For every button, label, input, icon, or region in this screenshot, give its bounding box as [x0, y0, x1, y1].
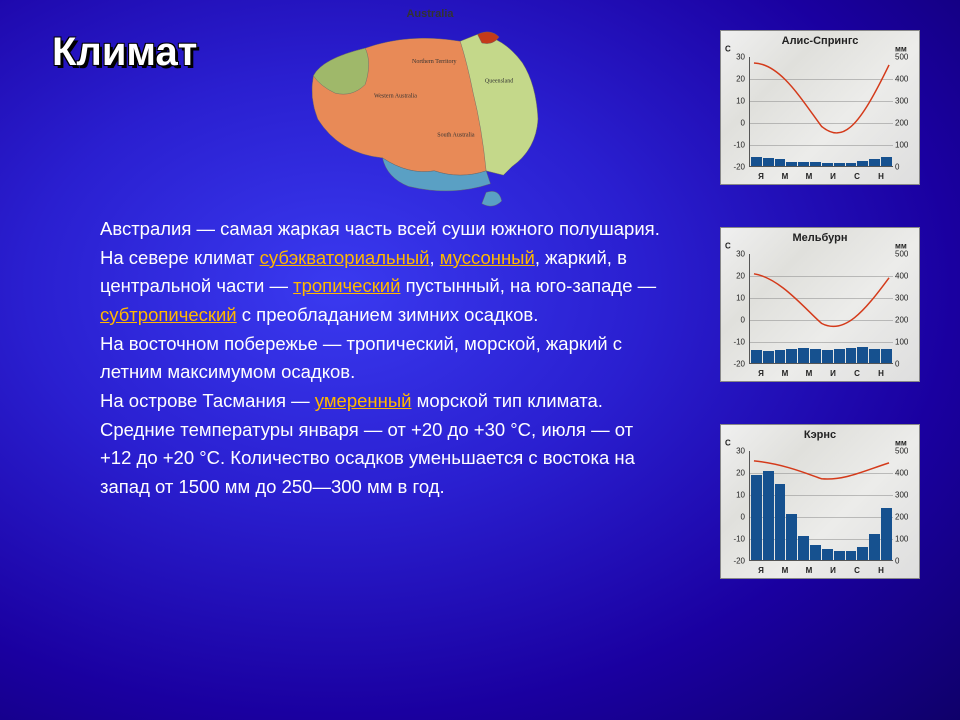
plot-area: [749, 254, 893, 364]
climograph-title: Кэрнс: [721, 429, 919, 441]
text-span: пустынный, на юго-западе —: [400, 275, 656, 296]
text-span: На восточном побережье — тропический, мо…: [100, 333, 622, 383]
svg-text:Western Australia: Western Australia: [374, 93, 417, 99]
climograph: Кэрнс C3020100-10-20 мм5004003002001000ЯММ…: [720, 424, 920, 579]
month-axis: ЯММИСН: [749, 369, 893, 378]
climograph: Мельбурн C3020100-10-20 мм5004003002001000…: [720, 227, 920, 382]
plot-area: [749, 451, 893, 561]
temp-curve: [750, 57, 893, 166]
svg-text:South Australia: South Australia: [437, 132, 475, 138]
climograph: Алис-Спрингс C3020100-10-20 мм500400300200…: [720, 30, 920, 185]
link-monsoon[interactable]: муссонный: [440, 247, 535, 268]
text-span: На острове Тасмания —: [100, 390, 315, 411]
svg-text:Queensland: Queensland: [485, 79, 513, 85]
map-svg: Western Australia Northern Territory Queen…: [285, 24, 575, 214]
precip-axis: мм5004003002001000: [893, 51, 915, 171]
precip-axis: мм5004003002001000: [893, 445, 915, 565]
climograph-title: Алис-Спрингс: [721, 35, 919, 47]
month-axis: ЯММИСН: [749, 566, 893, 575]
plot-area: [749, 57, 893, 167]
map-caption: Australia: [265, 8, 595, 20]
text-span: ,: [430, 247, 440, 268]
link-temperate[interactable]: умеренный: [315, 390, 412, 411]
link-subequatorial[interactable]: субэкваториальный: [260, 247, 430, 268]
temp-axis: C3020100-10-20: [725, 445, 747, 565]
climographs-column: Алис-Спрингс C3020100-10-20 мм500400300200…: [720, 30, 920, 579]
month-axis: ЯММИСН: [749, 172, 893, 181]
climograph-title: Мельбурн: [721, 232, 919, 244]
link-tropical[interactable]: тропический: [293, 275, 400, 296]
temp-axis: C3020100-10-20: [725, 51, 747, 171]
temp-axis: C3020100-10-20: [725, 248, 747, 368]
svg-text:Northern Territory: Northern Territory: [412, 59, 457, 65]
slide-title: Климат: [52, 30, 197, 75]
australia-map: Australia Western Australia Northern Terr…: [265, 8, 595, 208]
temp-curve: [750, 254, 893, 363]
link-subtropical[interactable]: субтропический: [100, 304, 237, 325]
body-text: Австралия — самая жаркая часть всей суши…: [100, 215, 660, 502]
temp-curve: [750, 451, 893, 560]
precip-axis: мм5004003002001000: [893, 248, 915, 368]
text-span: с преобладанием зимних осадков.: [237, 304, 539, 325]
